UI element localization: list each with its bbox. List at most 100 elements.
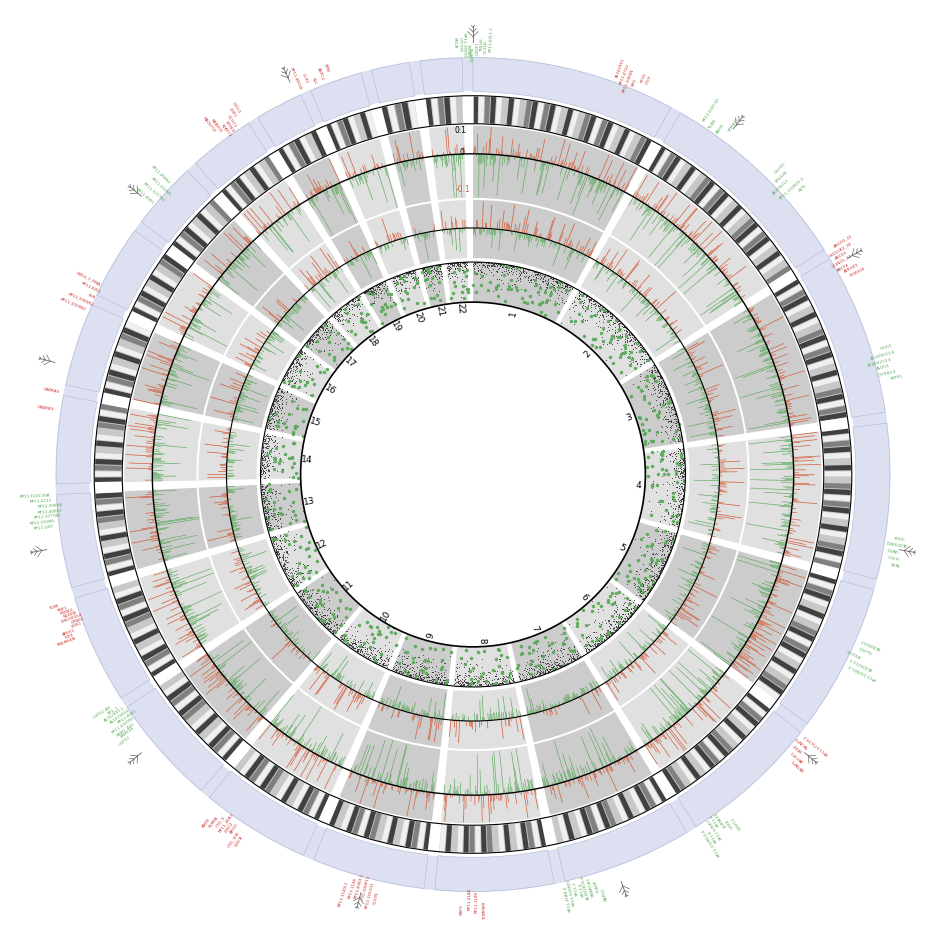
Wedge shape: [273, 623, 277, 626]
Wedge shape: [597, 185, 611, 214]
Wedge shape: [631, 663, 635, 668]
Wedge shape: [707, 393, 713, 396]
Wedge shape: [313, 828, 428, 888]
Wedge shape: [710, 412, 711, 413]
Wedge shape: [212, 663, 215, 666]
Wedge shape: [230, 567, 244, 573]
Wedge shape: [784, 549, 787, 551]
Wedge shape: [192, 320, 200, 324]
Wedge shape: [331, 272, 337, 280]
Wedge shape: [675, 606, 679, 609]
Wedge shape: [759, 316, 783, 329]
Wedge shape: [660, 679, 690, 712]
Wedge shape: [379, 247, 382, 253]
Wedge shape: [96, 231, 163, 309]
Wedge shape: [808, 363, 836, 377]
Wedge shape: [748, 625, 754, 629]
Wedge shape: [259, 601, 262, 603]
Wedge shape: [159, 540, 164, 542]
Wedge shape: [416, 152, 418, 158]
Wedge shape: [579, 246, 582, 252]
Wedge shape: [590, 803, 604, 831]
Text: CTF19S: CTF19S: [457, 37, 462, 53]
Wedge shape: [683, 254, 707, 277]
Wedge shape: [539, 704, 542, 712]
Wedge shape: [655, 641, 657, 643]
Wedge shape: [780, 581, 873, 724]
Wedge shape: [172, 583, 176, 585]
Wedge shape: [660, 193, 677, 214]
Text: 6: 6: [579, 593, 589, 604]
Wedge shape: [792, 512, 797, 513]
Wedge shape: [191, 309, 197, 312]
Wedge shape: [696, 367, 703, 371]
Wedge shape: [544, 777, 547, 787]
Wedge shape: [716, 515, 735, 519]
Wedge shape: [731, 642, 742, 649]
Wedge shape: [706, 556, 711, 559]
Wedge shape: [618, 674, 622, 679]
Wedge shape: [688, 231, 692, 236]
Wedge shape: [593, 761, 597, 771]
Wedge shape: [433, 157, 435, 163]
Wedge shape: [155, 264, 182, 284]
Wedge shape: [780, 384, 783, 385]
Wedge shape: [663, 113, 824, 268]
Wedge shape: [715, 725, 738, 749]
Wedge shape: [96, 440, 124, 448]
Wedge shape: [264, 156, 284, 182]
Wedge shape: [272, 614, 274, 617]
Wedge shape: [244, 381, 251, 385]
Wedge shape: [242, 387, 268, 398]
Wedge shape: [281, 320, 285, 324]
Wedge shape: [590, 683, 594, 690]
Wedge shape: [578, 173, 583, 185]
Wedge shape: [770, 566, 780, 569]
Wedge shape: [358, 680, 364, 693]
Wedge shape: [216, 674, 222, 679]
Wedge shape: [196, 213, 219, 235]
Wedge shape: [699, 695, 703, 698]
Wedge shape: [643, 778, 662, 806]
Wedge shape: [619, 270, 622, 276]
Wedge shape: [289, 141, 307, 168]
Wedge shape: [689, 708, 691, 710]
Wedge shape: [306, 195, 309, 199]
Wedge shape: [512, 98, 520, 126]
Wedge shape: [629, 754, 633, 760]
Wedge shape: [671, 761, 692, 788]
Wedge shape: [773, 360, 775, 361]
Wedge shape: [562, 754, 571, 780]
Wedge shape: [776, 579, 780, 581]
Wedge shape: [606, 271, 614, 282]
Wedge shape: [255, 338, 264, 344]
Wedge shape: [789, 503, 793, 504]
Wedge shape: [191, 322, 201, 328]
Wedge shape: [308, 791, 325, 818]
Wedge shape: [219, 663, 226, 670]
Wedge shape: [150, 364, 169, 372]
Wedge shape: [286, 214, 291, 220]
Wedge shape: [191, 634, 195, 637]
Wedge shape: [156, 517, 199, 524]
Wedge shape: [822, 500, 850, 508]
Wedge shape: [504, 156, 505, 163]
Wedge shape: [524, 779, 527, 791]
Wedge shape: [737, 559, 779, 573]
Wedge shape: [685, 600, 687, 602]
Wedge shape: [324, 672, 325, 675]
Wedge shape: [573, 692, 577, 698]
Wedge shape: [628, 282, 630, 283]
Wedge shape: [240, 552, 252, 557]
Wedge shape: [493, 155, 495, 182]
Text: 2: 2: [583, 349, 593, 359]
Wedge shape: [738, 655, 761, 670]
Wedge shape: [221, 433, 230, 435]
Wedge shape: [786, 406, 792, 408]
Wedge shape: [674, 613, 675, 615]
Wedge shape: [230, 385, 242, 390]
Wedge shape: [269, 610, 272, 613]
Wedge shape: [614, 273, 616, 276]
Wedge shape: [401, 705, 403, 711]
Wedge shape: [541, 776, 545, 788]
